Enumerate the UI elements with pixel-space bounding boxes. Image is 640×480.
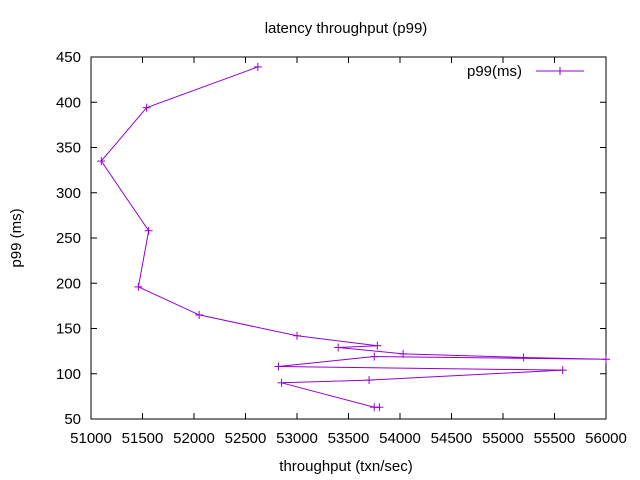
data-point xyxy=(602,355,610,364)
x-tick-label: 53500 xyxy=(328,430,370,447)
data-point xyxy=(370,352,379,361)
x-tick-label: 56000 xyxy=(585,430,627,447)
x-tick-label: 52500 xyxy=(225,430,267,447)
x-tick-label: 54500 xyxy=(431,430,473,447)
legend-marker xyxy=(556,67,564,75)
y-axis-label: p99 (ms) xyxy=(8,208,25,267)
y-ticks: 50 100 150 200 250 300 350 400 450 xyxy=(56,49,606,428)
y-tick-label: 50 xyxy=(64,411,81,428)
y-tick-label: 300 xyxy=(56,185,81,202)
data-point xyxy=(399,349,408,358)
y-tick-label: 400 xyxy=(56,94,81,111)
data-point xyxy=(134,282,143,291)
y-tick-label: 200 xyxy=(56,275,81,292)
chart-title: latency throughput (p99) xyxy=(265,20,428,37)
data-point xyxy=(97,157,106,166)
data-point xyxy=(274,362,283,371)
x-tick-label: 51500 xyxy=(122,430,164,447)
y-tick-label: 250 xyxy=(56,230,81,247)
y-tick-label: 450 xyxy=(56,49,81,66)
data-point xyxy=(334,343,343,352)
data-point xyxy=(253,62,262,71)
series-line xyxy=(100,66,607,408)
y-tick-label: 100 xyxy=(56,366,81,383)
x-axis-label: throughput (txn/sec) xyxy=(279,458,412,475)
x-tick-label: 54000 xyxy=(379,430,421,447)
x-tick-label: 51000 xyxy=(70,430,112,447)
x-tick-label: 55000 xyxy=(482,430,524,447)
legend-label: p99(ms) xyxy=(467,63,522,80)
data-point xyxy=(519,353,528,362)
x-ticks: 51000 51500 52000 52500 53000 53500 54000 54500… xyxy=(70,57,627,447)
data-point xyxy=(375,403,384,412)
data-point xyxy=(293,331,301,340)
legend: p99(ms) xyxy=(467,63,584,80)
data-point xyxy=(277,378,286,387)
data-point xyxy=(195,310,204,319)
x-tick-label: 55500 xyxy=(534,430,576,447)
data-point xyxy=(142,103,151,112)
data-point xyxy=(365,376,374,385)
data-point xyxy=(558,366,567,375)
y-tick-label: 350 xyxy=(56,140,81,157)
plot-frame xyxy=(90,56,607,420)
x-tick-label: 53000 xyxy=(276,430,318,447)
y-tick-label: 150 xyxy=(56,321,81,338)
data-point xyxy=(373,341,382,350)
series-group xyxy=(97,62,610,412)
data-point xyxy=(144,226,153,235)
x-tick-label: 52000 xyxy=(173,430,215,447)
